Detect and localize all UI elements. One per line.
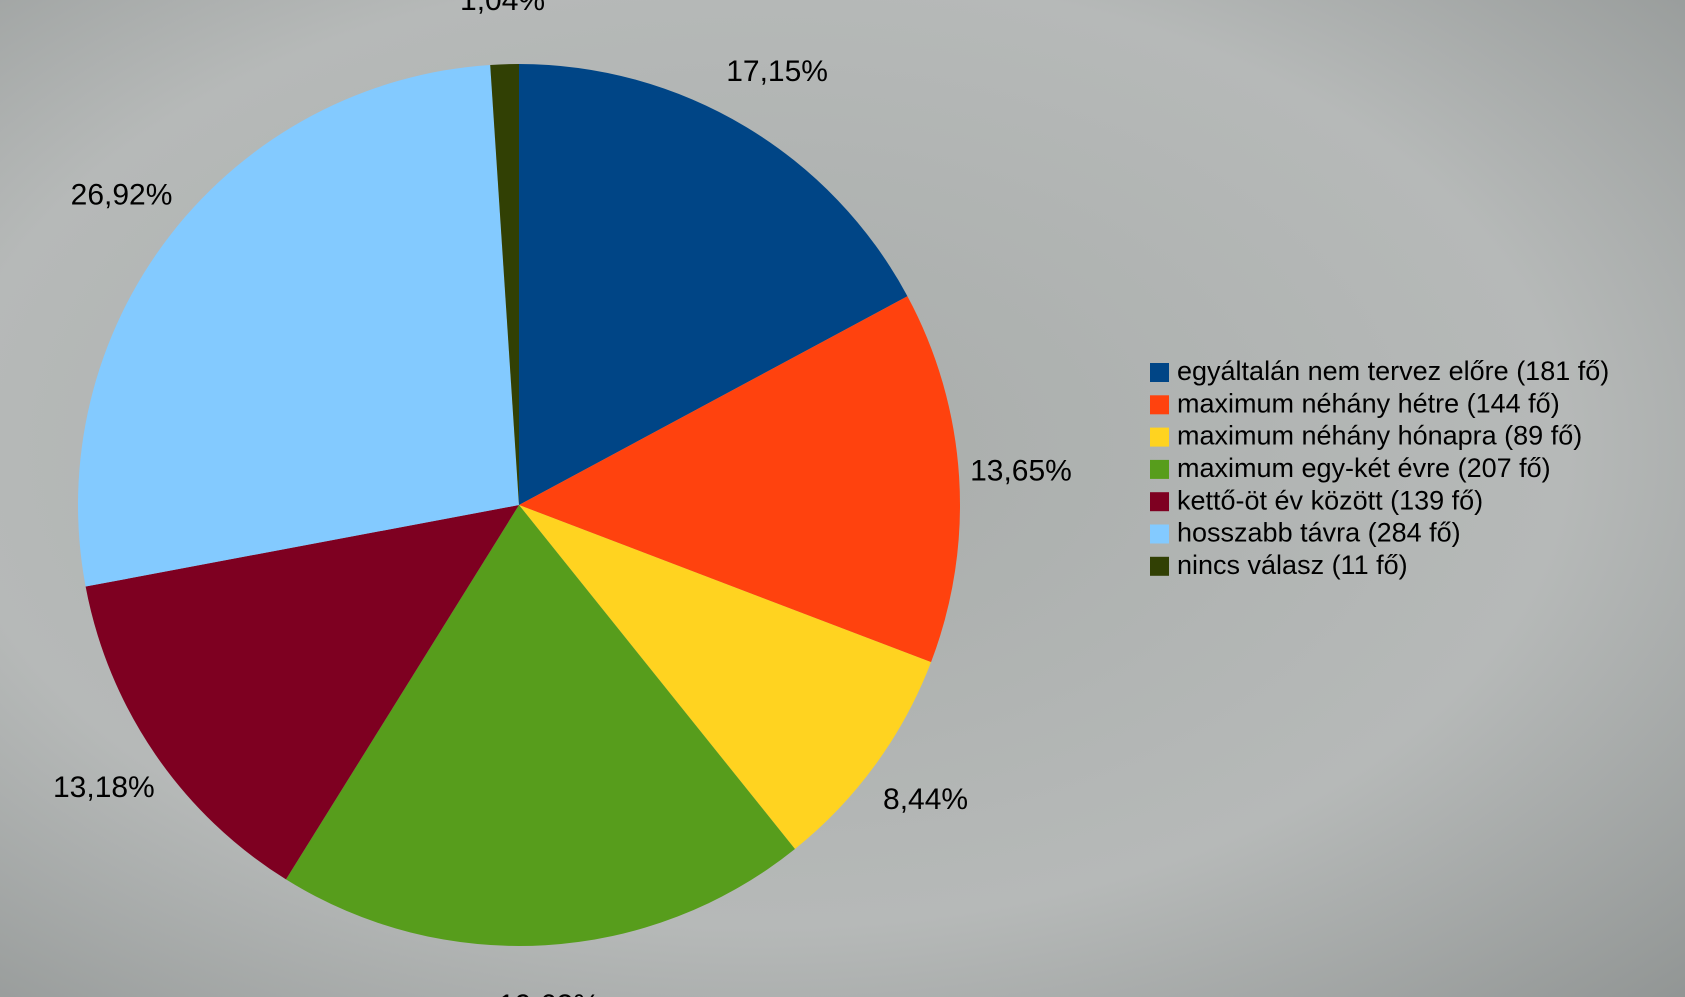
- legend-label: maximum egy-két évre (207 fő): [1177, 453, 1551, 483]
- legend-label: maximum néhány hónapra (89 fő): [1177, 421, 1582, 451]
- data-label: 19,62%: [498, 989, 600, 997]
- legend-label: hosszabb távra (284 fő): [1177, 518, 1461, 548]
- data-label: 8,44%: [883, 783, 968, 816]
- legend-label: egyáltalán nem tervez előre (181 fő): [1177, 356, 1609, 386]
- data-label: 17,15%: [726, 55, 828, 88]
- legend-swatch: [1150, 459, 1169, 479]
- legend-swatch: [1150, 427, 1169, 447]
- data-label: 13,18%: [53, 771, 155, 804]
- pie-slice: [77, 64, 519, 587]
- pie: 17,15% 13,65% 8,44% 19,62% 13,18% 26,92% 1,04%: [53, 0, 1072, 997]
- pie-slice: [519, 505, 932, 849]
- legend-label: maximum néhány hétre (144 fő): [1177, 388, 1560, 418]
- legend-swatch: [1150, 556, 1169, 576]
- pie-slice: [519, 296, 960, 663]
- legend-label: kettő-öt év között (139 fő): [1177, 485, 1483, 515]
- legend-swatch: [1150, 524, 1169, 544]
- pie-slice: [285, 505, 795, 946]
- legend-label: nincs válasz (11 fő): [1177, 550, 1408, 580]
- legend-swatch: [1150, 395, 1169, 415]
- legend-swatch: [1150, 492, 1169, 512]
- legend-swatch: [1150, 363, 1169, 382]
- legend: egyáltalán nem tervez előre (181 fő)maxi…: [1150, 356, 1609, 580]
- data-label: 26,92%: [71, 179, 173, 212]
- data-label: 1,04%: [460, 0, 545, 17]
- pie-slice: [519, 64, 908, 505]
- data-label: 13,65%: [970, 455, 1072, 488]
- pie-slice: [85, 505, 519, 880]
- pie-slice: [490, 64, 519, 505]
